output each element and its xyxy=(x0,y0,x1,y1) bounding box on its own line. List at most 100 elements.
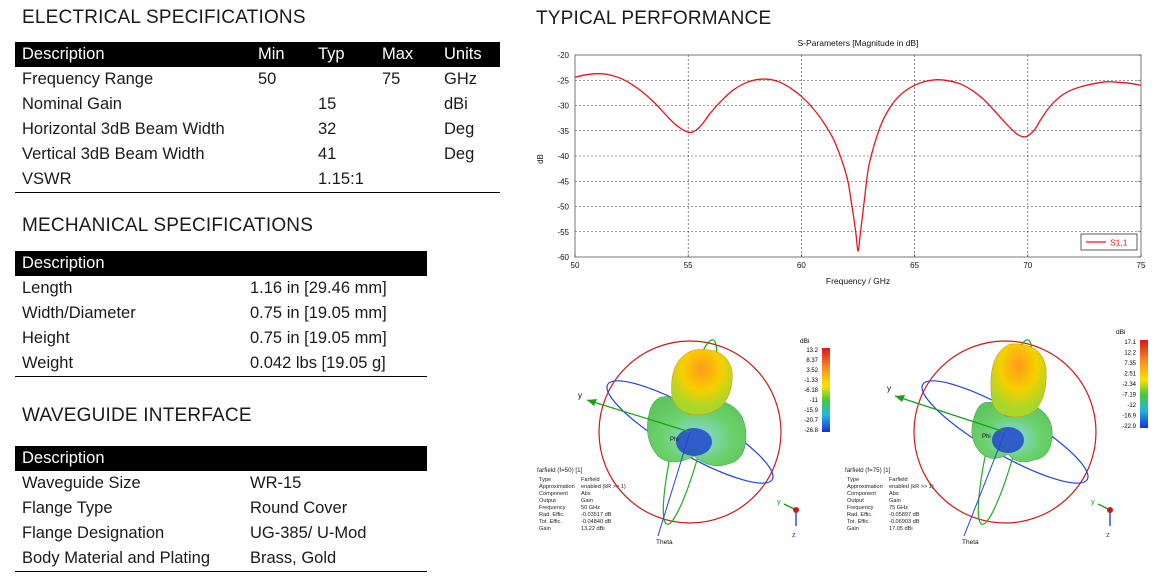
cell-max xyxy=(375,117,437,142)
cell-max xyxy=(375,92,437,117)
colorbar-tick: 3.52 xyxy=(806,368,818,374)
triad-y-label: y xyxy=(1091,497,1095,506)
colorbar-tick: 2.51 xyxy=(1124,372,1136,378)
cell-typ: 32 xyxy=(318,120,337,138)
cell-min xyxy=(251,92,311,117)
col-typ: Typ xyxy=(311,42,375,67)
cell-typ: 1.15:1 xyxy=(311,167,375,193)
info-key: Tot. Effic. xyxy=(847,519,870,525)
colorbar-gradient xyxy=(1140,340,1148,428)
cell-description: Vertical 3dB Beam Width xyxy=(22,145,205,163)
colorbar-tick: 13.2 xyxy=(806,348,818,354)
info-key: Rad. Effic. xyxy=(847,512,873,518)
performance-heading: TYPICAL PERFORMANCE xyxy=(536,8,772,29)
cell-units: dBi xyxy=(444,95,468,113)
waveguide-header-row: Description xyxy=(15,446,427,471)
x-tick-label: 75 xyxy=(1137,261,1146,270)
farfield-y-label: y xyxy=(887,384,891,393)
farfield-axes-triad: y z xyxy=(1091,497,1113,539)
cell-value: Round Cover xyxy=(250,499,348,517)
farfield-colorbar: dBi 17.1 12.2 7.35 2.51 -2.34 -7.19 -12 … xyxy=(1116,329,1148,430)
farfield-75ghz-pattern: y Phi Theta y z dBi 17.1 12.2 7.35 2.51 … xyxy=(845,329,1148,546)
farfield-theta-label: Theta xyxy=(962,539,979,546)
info-value: -0.03517 dB xyxy=(581,512,612,518)
chart-title: S-Parameters [Magnitude in dB] xyxy=(798,38,919,48)
cell-value: 0.75 in [19.05 mm] xyxy=(250,329,387,347)
y-tick-label: -25 xyxy=(557,76,569,85)
farfield-theta-line xyxy=(657,431,691,537)
info-value: -0.05897 dB xyxy=(889,512,920,518)
y-tick-label: -35 xyxy=(557,127,569,136)
farfield-y-axis-line xyxy=(586,399,691,433)
s11-series-line xyxy=(574,73,1142,252)
colorbar-tick: -26.8 xyxy=(804,428,818,434)
cell-min xyxy=(251,142,311,167)
info-key: Tot. Effic. xyxy=(539,519,562,525)
y-tick-label: -50 xyxy=(557,203,569,212)
farfield-port-label: Phi xyxy=(670,437,679,443)
cell-max xyxy=(375,142,437,167)
colorbar-gradient xyxy=(822,348,830,432)
cell-property: Width/Diameter xyxy=(22,304,136,322)
colorbar-tick: -15.9 xyxy=(804,408,818,414)
info-value: 50 GHz xyxy=(581,505,600,511)
electrical-table: Description Min Typ Max Units Frequency … xyxy=(15,42,500,193)
info-value: Abs xyxy=(889,491,899,497)
info-title: farfield (f=50) [1] xyxy=(537,467,583,474)
x-tick-label: 60 xyxy=(797,261,806,270)
info-value: 17.05 dBi xyxy=(889,526,913,532)
electrical-header-row: Description Min Typ Max Units xyxy=(15,42,500,67)
farfield-theta-label: Theta xyxy=(656,539,673,546)
info-value: 75 GHz xyxy=(889,505,908,511)
y-tick-label: -30 xyxy=(557,102,569,111)
col-units: Units xyxy=(437,42,500,67)
cell-property: Body Material and Plating xyxy=(15,546,243,572)
colorbar-title: dBi xyxy=(800,338,809,345)
table-row: Width/Diameter 0.75 in [19.05 mm] xyxy=(15,301,427,326)
s-parameter-chart: S-Parameters [Magnitude in dB] -20 -25 -30… xyxy=(536,38,1146,286)
colorbar-tick: 12.2 xyxy=(1124,351,1136,357)
farfield-theta-line xyxy=(963,431,1006,537)
info-value: 13.22 dBi xyxy=(581,526,605,532)
cell-value: 0.042 lbs [19.05 g] xyxy=(243,351,427,377)
cell-max: 75 xyxy=(382,70,401,88)
triad-y-label: y xyxy=(777,497,781,506)
info-key: Component xyxy=(847,491,876,497)
chart-grid xyxy=(575,55,1141,257)
info-value: -0.06903 dB xyxy=(889,519,920,525)
cell-description: Horizontal 3dB Beam Width xyxy=(22,120,225,138)
cell-property: Length xyxy=(22,279,73,297)
chart-y-label: dB xyxy=(536,154,545,164)
info-value: Farfield xyxy=(889,477,908,483)
triad-z-label: z xyxy=(1106,530,1110,539)
colorbar-tick: 8.37 xyxy=(806,358,818,364)
chart-y-ticks: -20 -25 -30 -35 -40 -45 -50 -55 -60 xyxy=(557,51,1141,262)
table-row: Nominal Gain 15 dBi xyxy=(15,92,500,117)
colorbar-tick: -20.7 xyxy=(804,418,818,424)
colorbar-tick: -2.34 xyxy=(1122,382,1136,388)
table-row: Height 0.75 in [19.05 mm] xyxy=(15,326,427,351)
table-row: Vertical 3dB Beam Width 41 Deg xyxy=(15,142,500,167)
colorbar-tick: -16.9 xyxy=(1122,414,1136,420)
info-key: Type xyxy=(539,477,551,483)
farfield-y-arrow xyxy=(895,395,905,402)
mechanical-table: Description Length 1.16 in [29.46 mm] Wi… xyxy=(15,251,427,377)
cell-units: Deg xyxy=(444,145,475,163)
info-key: Frequency xyxy=(847,505,874,511)
cell-min: 50 xyxy=(258,70,277,88)
farfield-info: farfield (f=50) [1] Type Farfield Approx… xyxy=(537,467,626,532)
cell-units: GHz xyxy=(444,70,477,88)
colorbar-tick: -22.9 xyxy=(1122,424,1136,430)
info-key: Component xyxy=(539,491,568,497)
colorbar-tick: -11 xyxy=(810,398,819,404)
triad-z-label: z xyxy=(792,530,796,539)
mechanical-header-row: Description xyxy=(15,251,427,276)
cell-value: 0.75 in [19.05 mm] xyxy=(250,304,387,322)
info-key: Frequency xyxy=(539,505,566,511)
cell-value: 1.16 in [29.46 mm] xyxy=(250,279,387,297)
info-key: Type xyxy=(847,477,859,483)
cell-typ: 15 xyxy=(318,95,337,113)
waveguide-heading: WAVEGUIDE INTERFACE xyxy=(22,405,252,426)
chart-x-label: Frequency / GHz xyxy=(826,276,890,286)
triad-origin xyxy=(1107,507,1113,513)
